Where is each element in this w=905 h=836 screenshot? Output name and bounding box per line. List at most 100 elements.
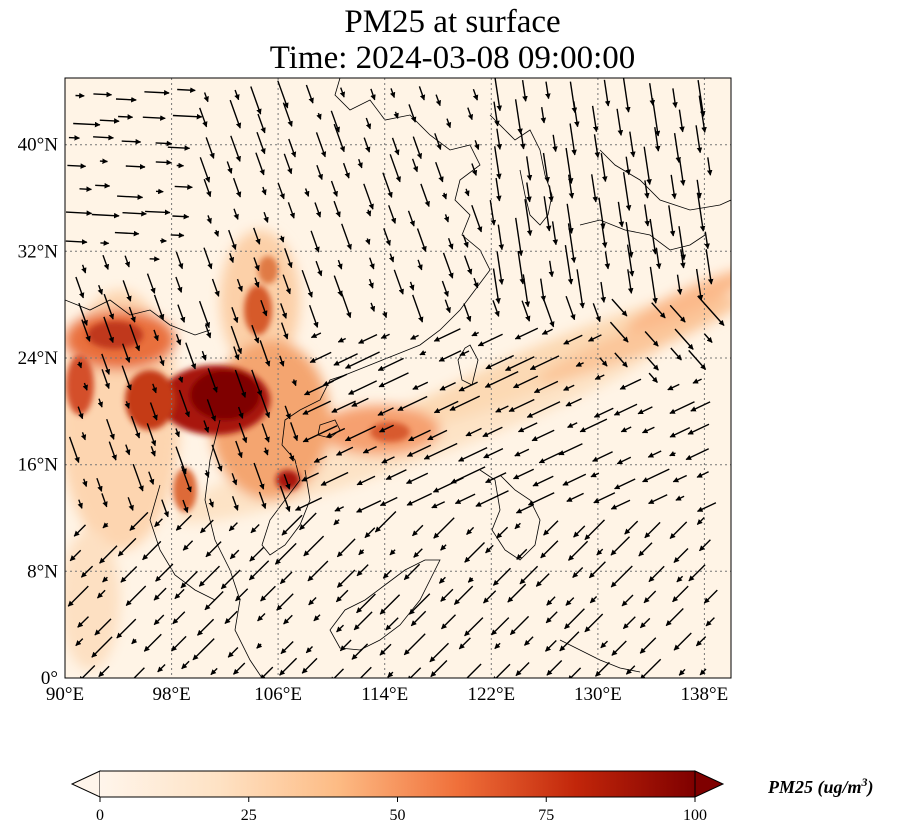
wind-arrow bbox=[171, 635, 187, 652]
wind-arrow bbox=[393, 269, 404, 295]
wind-arrow bbox=[445, 118, 452, 129]
wind-arrow bbox=[492, 567, 511, 586]
wind-arrow bbox=[485, 472, 507, 484]
wind-arrow bbox=[573, 525, 586, 538]
wind-arrow bbox=[125, 585, 147, 606]
wind-arrow bbox=[687, 423, 710, 435]
wind-arrow bbox=[389, 88, 396, 99]
lon-ticks: 90°E 98°E 106°E 114°E 122°E 130°E 138°E bbox=[46, 684, 728, 705]
wind-arrow bbox=[616, 108, 624, 136]
wind-arrow bbox=[277, 80, 289, 109]
wind-arrow bbox=[435, 161, 444, 183]
wind-arrow bbox=[364, 527, 376, 539]
wind-arrow bbox=[203, 178, 212, 198]
wind-arrow bbox=[143, 633, 162, 652]
wind-arrow bbox=[388, 253, 395, 263]
wind-arrow bbox=[412, 524, 424, 537]
wind-arrow bbox=[122, 210, 147, 217]
wind-arrow bbox=[281, 514, 303, 536]
wind-arrow bbox=[253, 462, 265, 490]
wind-arrow bbox=[142, 540, 162, 561]
wind-arrow bbox=[205, 541, 222, 558]
wind-arrow bbox=[175, 276, 183, 293]
wind-arrow bbox=[545, 640, 557, 652]
wind-arrow bbox=[230, 325, 243, 355]
wind-arrow bbox=[665, 608, 684, 627]
wind-arrow bbox=[416, 228, 427, 253]
wind-arrow bbox=[429, 642, 449, 663]
wind-arrow bbox=[172, 213, 190, 220]
wind-arrow bbox=[492, 663, 511, 678]
wind-arrow bbox=[284, 248, 293, 269]
wind-arrow bbox=[644, 331, 659, 347]
wind-arrow bbox=[383, 228, 391, 246]
wind-arrow bbox=[93, 91, 113, 98]
wind-arrow bbox=[333, 519, 340, 526]
wind-arrow bbox=[453, 585, 474, 605]
wind-arrow bbox=[95, 182, 111, 189]
wind-arrow bbox=[283, 474, 291, 490]
wind-arrow bbox=[669, 451, 676, 457]
wind-arrow bbox=[705, 617, 715, 627]
title-line-1: PM25 at surface bbox=[344, 4, 561, 40]
wind-arrow bbox=[369, 257, 375, 270]
wind-arrow bbox=[563, 334, 583, 345]
wind-arrow bbox=[627, 269, 634, 294]
wind-arrow bbox=[356, 593, 376, 614]
wind-arrow bbox=[288, 452, 295, 462]
coastlines bbox=[65, 78, 731, 678]
wind-arrow bbox=[290, 422, 299, 442]
wind-arrow bbox=[207, 368, 218, 393]
wind-arrow bbox=[68, 436, 80, 464]
wind-arrow bbox=[316, 164, 323, 181]
wind-arrow bbox=[204, 470, 210, 478]
wind-arrow bbox=[308, 304, 319, 328]
wind-arrow bbox=[610, 499, 631, 510]
wind-arrow bbox=[477, 333, 503, 347]
wind-arrow bbox=[230, 135, 241, 162]
wind-arrow bbox=[696, 192, 706, 232]
wind-arrow bbox=[450, 466, 486, 484]
wind-arrow bbox=[227, 647, 239, 658]
wind-arrow bbox=[260, 585, 276, 602]
wind-arrow bbox=[496, 128, 503, 150]
wind-arrow bbox=[149, 402, 158, 421]
wind-arrow bbox=[639, 637, 657, 654]
wind-arrow bbox=[565, 397, 582, 407]
wind-arrow bbox=[706, 157, 713, 176]
wind-arrow bbox=[106, 418, 115, 440]
wind-arrow bbox=[283, 153, 293, 175]
wind-arrow bbox=[103, 293, 115, 320]
wind-arrow bbox=[484, 370, 519, 388]
wind-arrow bbox=[697, 295, 725, 326]
colorbar: 0 25 50 75 100 bbox=[70, 770, 725, 824]
wind-arrow bbox=[595, 661, 610, 677]
wind-arrow bbox=[514, 99, 523, 135]
wind-arrow bbox=[153, 587, 167, 601]
lon-tick-label: 106°E bbox=[254, 684, 302, 705]
wind-arrow bbox=[409, 281, 415, 291]
wind-arrow bbox=[381, 311, 388, 319]
wind-arrow bbox=[611, 298, 628, 317]
wind-arrow bbox=[521, 79, 528, 102]
wind-arrow bbox=[695, 125, 703, 154]
wind-arrow bbox=[330, 668, 344, 678]
wind-arrow bbox=[483, 590, 497, 604]
wind-arrow bbox=[359, 666, 372, 678]
wind-arrow bbox=[174, 184, 193, 190]
lon-tick-label: 138°E bbox=[681, 684, 729, 705]
wind-arrow bbox=[668, 205, 676, 237]
wind-arrow bbox=[610, 536, 630, 556]
wind-arrow bbox=[613, 403, 638, 416]
wind-arrow bbox=[603, 79, 611, 107]
wind-arrow bbox=[254, 277, 260, 288]
wind-arrow bbox=[516, 548, 528, 560]
wind-arrow bbox=[99, 118, 120, 124]
wind-arrow bbox=[492, 268, 501, 304]
wind-arrow bbox=[344, 351, 380, 369]
wind-arrow bbox=[155, 140, 173, 147]
wind-arrow bbox=[495, 177, 502, 202]
wind-arrow bbox=[697, 79, 706, 117]
wind-arrow bbox=[649, 266, 658, 304]
wind-arrow bbox=[67, 163, 87, 169]
